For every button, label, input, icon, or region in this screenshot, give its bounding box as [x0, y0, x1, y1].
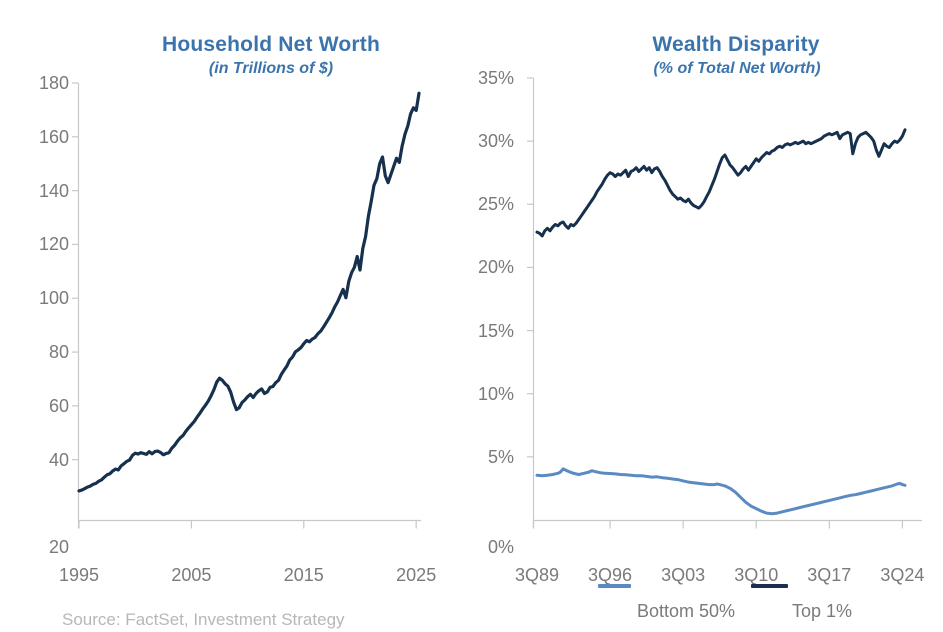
y-tick-label-20: 20% [477, 257, 514, 278]
y-tick-label-20: 20 [48, 537, 69, 557]
y-tick-label-60: 60 [48, 395, 69, 416]
y-tick-label-10: 10% [477, 383, 514, 404]
y-tick-label-120: 120 [38, 234, 69, 255]
source-note: Source: FactSet, Investment Strategy [62, 610, 345, 629]
x-tick-label-3Q24: 3Q24 [880, 565, 925, 585]
y-tick-label-5: 5% [487, 446, 514, 467]
x-tick-label-2005: 2005 [171, 565, 212, 585]
y-tick-label-80: 80 [48, 342, 69, 363]
y-tick-label-140: 140 [38, 180, 69, 201]
x-tick-label-3Q10: 3Q10 [734, 565, 779, 585]
legend-label-bottom50: Bottom 50% [636, 601, 736, 621]
legend-line-bottom50 [598, 584, 631, 588]
y-tick-label-40: 40 [48, 449, 69, 470]
y-tick-label-160: 160 [38, 126, 69, 147]
x-tick-label-3Q03: 3Q03 [661, 565, 706, 585]
right-chart-subtitle: (% of Total Net Worth) [653, 60, 821, 77]
y-tick-label-100: 100 [38, 288, 69, 309]
y-tick-label-35: 35% [477, 68, 514, 88]
legend-label-top1: Top 1% [791, 601, 853, 621]
y-tick-label-15: 15% [477, 320, 514, 341]
y-tick-label-0: 0% [487, 537, 514, 557]
series-line-top-1- [535, 128, 907, 238]
series-line-bottom-50- [535, 467, 907, 516]
x-tick-label-1995: 1995 [58, 565, 100, 585]
x-tick-label-3Q96: 3Q96 [588, 565, 633, 585]
series-line-household-net-worth-t- [77, 91, 421, 493]
x-tick-label-3Q89: 3Q89 [514, 565, 560, 585]
left-chart-subtitle: (in Trillions of $) [208, 60, 334, 77]
right-chart-title: Wealth Disparity [652, 33, 820, 56]
y-tick-label-25: 25% [477, 194, 514, 215]
y-tick-label-180: 180 [38, 73, 69, 93]
x-tick-label-2025: 2025 [396, 565, 437, 585]
x-tick-label-3Q17: 3Q17 [807, 565, 852, 585]
left-chart-title: Household Net Worth [161, 33, 381, 56]
y-tick-label-30: 30% [477, 131, 514, 152]
x-tick-label-2015: 2015 [283, 565, 324, 585]
legend-line-top1 [751, 584, 788, 588]
